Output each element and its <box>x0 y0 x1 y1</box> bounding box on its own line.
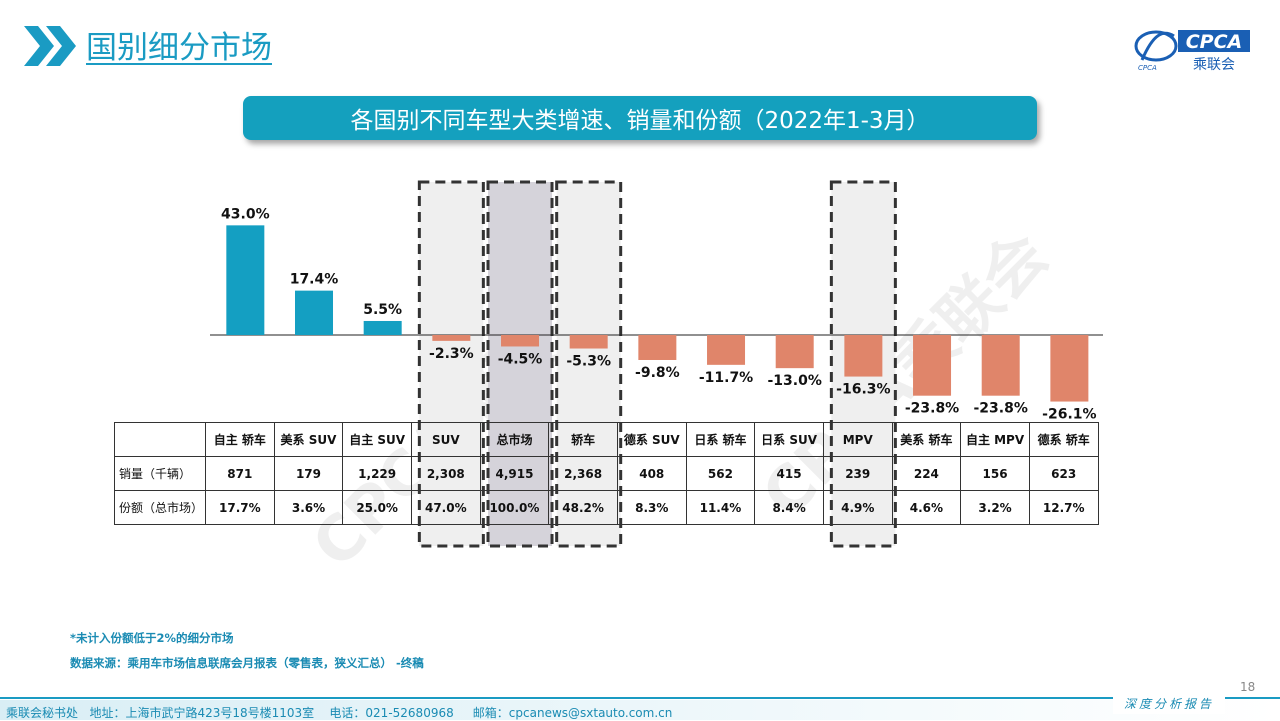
table-cell: 156 <box>960 456 1030 491</box>
bar <box>226 225 265 335</box>
table-row: 销量（千辆） 871 179 1,229 2,308 4,915 2,368 408 562 41… <box>114 456 1099 491</box>
page-title: 国别细分市场 <box>86 30 272 66</box>
table-cell: 408 <box>616 456 687 491</box>
table-corner <box>114 422 206 457</box>
page-number: 18 <box>1240 680 1256 694</box>
table-header-cell: 日系 轿车 <box>685 422 756 457</box>
bar <box>844 335 883 377</box>
table-cell: 4,915 <box>479 456 550 491</box>
table-header-cell: 总市场 <box>479 422 550 457</box>
table-cell: 8.3% <box>616 490 687 525</box>
table-cell: 2,368 <box>548 456 618 491</box>
bar <box>295 290 334 335</box>
table-header-cell: 美系 SUV <box>273 422 344 457</box>
table-cell: 239 <box>822 456 893 491</box>
table-header-cell: 美系 轿车 <box>891 422 962 457</box>
chevron-double-icon <box>24 26 76 66</box>
table-row: 份额（总市场） 17.7% 3.6% 25.0% 47.0% 100.0% 48.2% 8.3… <box>114 490 1099 525</box>
table-cell: 48.2% <box>548 490 618 525</box>
data-label: 43.0% <box>221 206 270 222</box>
table-cell: 3.2% <box>960 490 1030 525</box>
table-header-cell: 自主 SUV <box>342 422 412 457</box>
chart-title: 各国别不同车型大类增速、销量和份额（2022年1-3月） <box>350 108 930 134</box>
table-cell: 25.0% <box>342 490 412 525</box>
data-label: 17.4% <box>290 272 339 288</box>
footer-divider <box>0 697 1280 699</box>
data-label: 5.5% <box>363 302 402 318</box>
table-cell: 1,229 <box>342 456 412 491</box>
footer-band <box>0 700 1280 720</box>
table-cell: 11.4% <box>685 490 756 525</box>
table-cell: 415 <box>754 456 824 491</box>
table-cell: 8.4% <box>754 490 824 525</box>
table-cell: 100.0% <box>479 490 550 525</box>
data-label: -4.5% <box>498 351 543 367</box>
data-label: -11.7% <box>699 370 753 386</box>
bar <box>981 335 1020 396</box>
bar <box>638 335 677 360</box>
data-label: -26.1% <box>1042 407 1096 423</box>
table-header-cell: 德系 轿车 <box>1028 422 1099 457</box>
report-label: 深度分析报告 <box>1113 694 1225 714</box>
chart-title-banner: 各国别不同车型大类增速、销量和份额（2022年1-3月） <box>243 96 1037 140</box>
data-label: -5.3% <box>566 354 611 370</box>
table-cell: 562 <box>685 456 756 491</box>
bar <box>775 335 814 369</box>
bar <box>432 335 471 341</box>
table-cell: 4.6% <box>891 490 962 525</box>
table-header-cell: 德系 SUV <box>616 422 687 457</box>
data-label: -23.8% <box>905 401 959 417</box>
table-header-cell: MPV <box>822 422 893 457</box>
table-header-cell: 日系 SUV <box>754 422 824 457</box>
bar <box>569 335 608 349</box>
bar <box>707 335 746 365</box>
data-source-note: 数据来源：乘用车市场信息联席会月报表（零售表，狭义汇总） -终稿 <box>70 656 424 670</box>
table-cell: 17.7% <box>205 490 275 525</box>
data-table: 自主 轿车 美系 SUV 自主 SUV SUV 总市场 轿车 德系 SUV 日系 轿车 日系 S… <box>114 422 1099 525</box>
table-cell: 224 <box>891 456 962 491</box>
bar <box>913 335 952 396</box>
bar <box>501 335 540 347</box>
logo-subtext: 乘联会 <box>1193 57 1235 73</box>
table-cell: 623 <box>1028 456 1099 491</box>
footer-contact: 乘联会秘书处 地址：上海市武宁路423号18号楼1103室 电话：021-526… <box>6 706 673 720</box>
table-cell: 871 <box>205 456 275 491</box>
table-cell: 47.0% <box>410 490 481 525</box>
bar <box>363 320 402 335</box>
logo-emblem-text: CPCA <box>1138 64 1157 72</box>
table-cell: 12.7% <box>1028 490 1099 525</box>
table-cell: 179 <box>273 456 344 491</box>
logo-text: CPCA <box>1186 31 1243 53</box>
data-label: -2.3% <box>429 346 474 362</box>
data-label: -9.8% <box>635 365 680 381</box>
bar <box>1050 335 1089 402</box>
table-cell: 2,308 <box>410 456 481 491</box>
data-label: -13.0% <box>767 373 821 389</box>
table-cell: 3.6% <box>273 490 344 525</box>
row-label: 份额（总市场） <box>114 490 206 525</box>
table-cell: 4.9% <box>822 490 893 525</box>
table-header-cell: 自主 MPV <box>960 422 1030 457</box>
table-header-cell: 轿车 <box>548 422 618 457</box>
table-header-cell: SUV <box>410 422 481 457</box>
data-label: -23.8% <box>974 401 1028 417</box>
data-label: -16.3% <box>836 382 890 398</box>
cpca-logo: CPCA CPCA 乘联会 <box>1134 30 1250 73</box>
footnote: *未计入份额低于2%的细分市场 <box>70 631 234 645</box>
row-label: 销量（千辆） <box>114 456 206 491</box>
table-header-cell: 自主 轿车 <box>205 422 275 457</box>
